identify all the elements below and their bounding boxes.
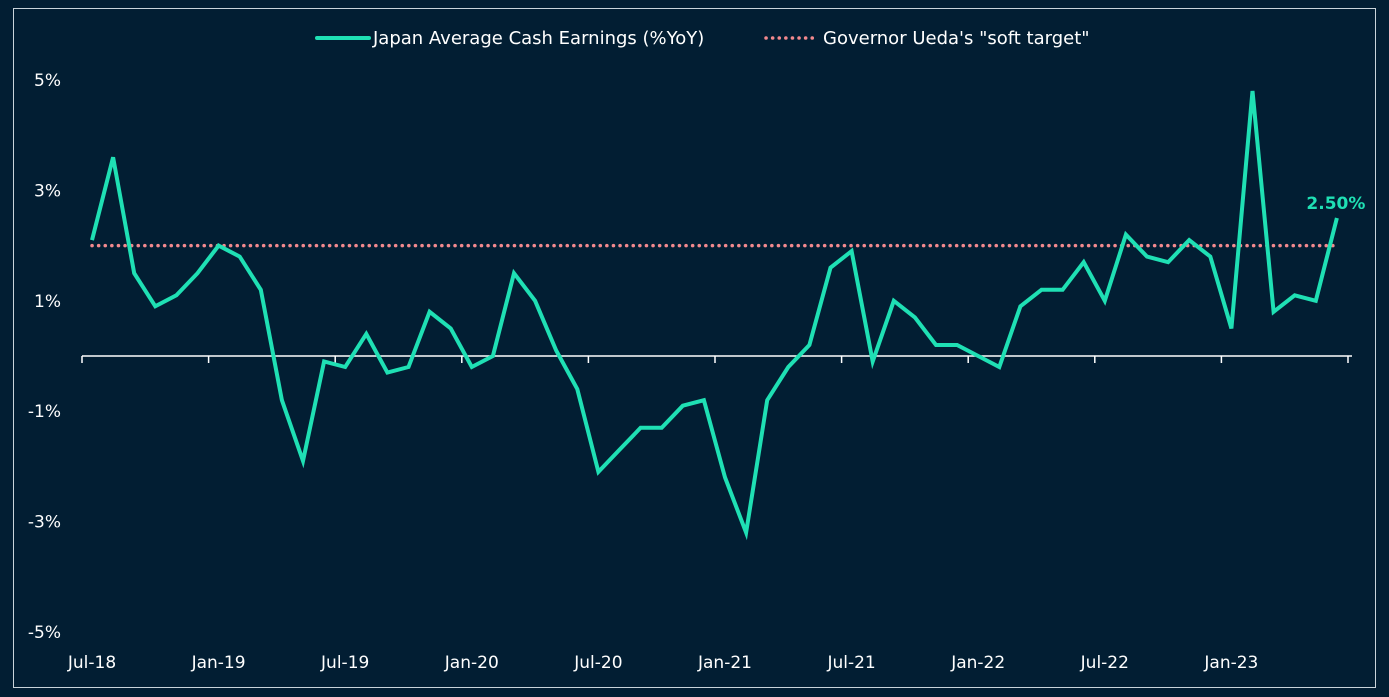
legend: Japan Average Cash Earnings (%YoY) Gover…: [315, 28, 1090, 49]
legend-label-target: Governor Ueda's "soft target": [823, 28, 1090, 49]
x-tick-label: Jul-20: [573, 653, 622, 673]
chart-frame: [13, 8, 1376, 688]
y-axis: 5% 3% 1% -1% -3% -5%: [28, 71, 61, 643]
x-axis: Jul-18 Jan-19 Jul-19 Jan-20 Jul-20 Jan-21 Jul-…: [67, 355, 1352, 673]
legend-label-earnings: Japan Average Cash Earnings (%YoY): [372, 28, 704, 49]
x-tick-label: Jan-21: [697, 653, 752, 673]
y-tick-label: 3%: [34, 181, 61, 201]
y-tick-label: -3%: [28, 513, 61, 533]
x-tick-label: Jul-22: [1080, 653, 1129, 673]
x-tick-label: Jan-19: [191, 653, 246, 673]
y-tick-label: 5%: [34, 71, 61, 91]
x-tick-label: Jan-23: [1203, 653, 1258, 673]
x-tick-label: Jul-18: [67, 653, 116, 673]
y-tick-label: -1%: [28, 402, 61, 422]
x-tick-label: Jan-22: [950, 653, 1005, 673]
earnings-line: [90, 90, 1339, 541]
last-value-label: 2.50%: [1306, 194, 1365, 214]
x-tick-label: Jul-19: [320, 653, 369, 673]
x-tick-label: Jan-20: [444, 653, 499, 673]
y-tick-label: 1%: [34, 292, 61, 312]
plot-area: [90, 90, 1339, 541]
y-tick-label: -5%: [28, 623, 61, 643]
x-tick-label: Jul-21: [826, 653, 875, 673]
